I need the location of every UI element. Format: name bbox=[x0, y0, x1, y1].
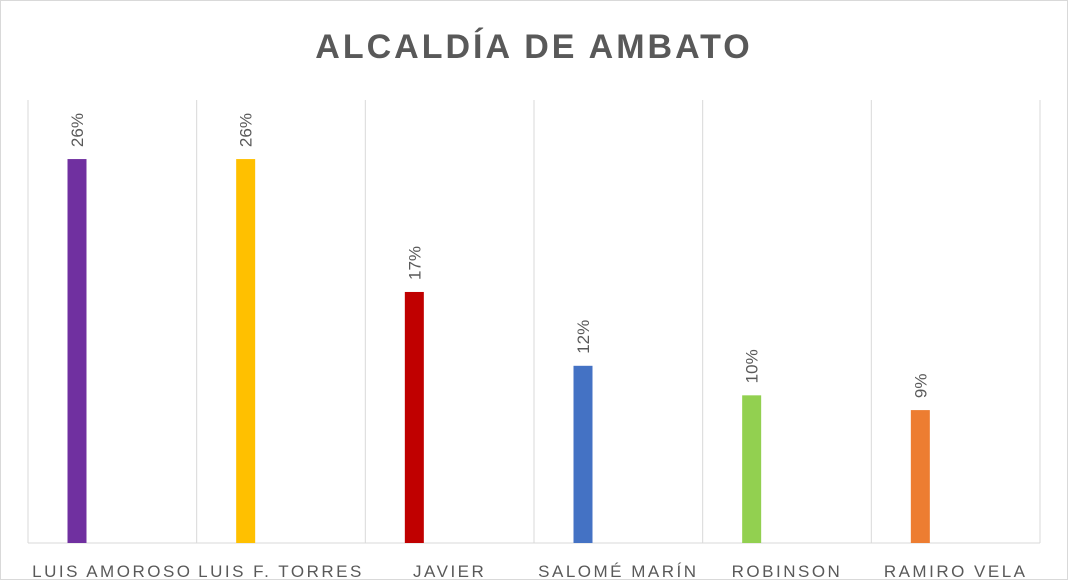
x-tick-label: LUIS AMOROSO bbox=[32, 562, 192, 580]
bar bbox=[910, 410, 930, 543]
data-label: 26% bbox=[237, 113, 256, 147]
bar bbox=[236, 159, 256, 544]
data-label: 26% bbox=[68, 113, 87, 147]
data-label: 10% bbox=[743, 349, 762, 383]
x-tick-label: SALOMÉ MARÍN bbox=[538, 562, 698, 580]
data-label: 9% bbox=[911, 374, 930, 399]
x-tick-label: JAVIER bbox=[413, 562, 486, 580]
bar bbox=[573, 365, 593, 543]
bar bbox=[67, 159, 87, 544]
data-label: 17% bbox=[405, 246, 424, 280]
x-tick-label: ROBINSON bbox=[732, 562, 843, 580]
x-tick-label: LUIS F. TORRES bbox=[198, 562, 364, 580]
x-tick-label: RAMIRO VELA bbox=[884, 562, 1028, 580]
chart-title: ALCALDÍA DE AMBATO bbox=[315, 28, 752, 66]
bar bbox=[404, 291, 424, 543]
data-label: 12% bbox=[574, 320, 593, 354]
bar bbox=[742, 395, 762, 543]
